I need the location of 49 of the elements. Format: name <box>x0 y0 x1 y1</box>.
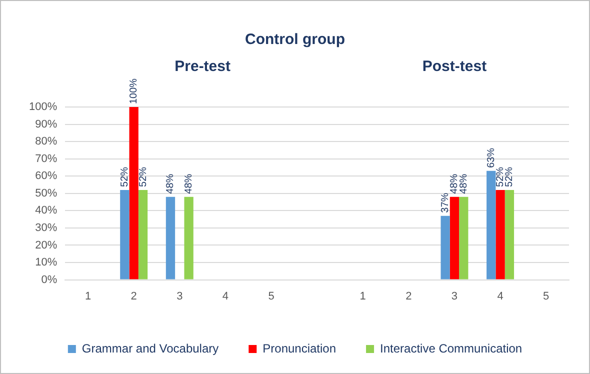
x-tick-label: 3 <box>451 290 458 302</box>
data-label: 48% <box>165 174 176 194</box>
bar <box>450 196 460 280</box>
y-tick-label: 0% <box>41 274 58 286</box>
bar <box>504 190 514 280</box>
y-tick-label: 60% <box>35 170 58 182</box>
bar <box>184 196 194 280</box>
data-label: 48% <box>449 174 460 194</box>
text: Post-test <box>422 58 487 76</box>
data-label: 100% <box>128 78 140 104</box>
y-tick-label: 30% <box>35 222 58 234</box>
bar <box>486 170 496 280</box>
y-tick-label: 20% <box>35 239 58 252</box>
bar <box>138 190 148 280</box>
x-tick-label: 2 <box>406 290 412 302</box>
y-tick-label: 100% <box>28 101 58 114</box>
y-tick-label: 10% <box>35 256 58 269</box>
legend-label: Interactive Communication <box>380 341 522 356</box>
bar <box>120 190 130 280</box>
data-label: 48% <box>458 174 470 194</box>
y-tick-label: 70% <box>35 152 58 165</box>
x-tick-label: 4 <box>222 290 229 302</box>
data-label: 37% <box>440 192 452 213</box>
bar <box>129 107 138 280</box>
data-label: 52% <box>504 166 516 187</box>
data-label: 52% <box>119 166 130 187</box>
chart-title: Control group <box>245 31 345 48</box>
x-tick-label: 1 <box>84 290 92 302</box>
legend-label: Pronunciation <box>262 341 336 356</box>
x-tick-label: 5 <box>268 290 274 302</box>
bar <box>166 196 176 280</box>
y-tick-label: 50% <box>35 187 58 200</box>
x-tick-label: 5 <box>543 290 550 302</box>
x-tick-label: 1 <box>360 290 366 302</box>
text: Pre-test <box>174 58 230 76</box>
bar <box>496 190 505 280</box>
data-label: 52% <box>495 166 506 187</box>
y-tick-label: 80% <box>35 136 58 148</box>
x-tick-label: 2 <box>130 290 137 302</box>
data-label: 48% <box>184 174 195 194</box>
y-tick-label: 90% <box>35 118 58 130</box>
bar <box>440 216 450 280</box>
legend-label: Grammar and Vocabulary <box>82 341 219 356</box>
data-label: 52% <box>138 166 149 187</box>
data-label: 63% <box>486 148 497 168</box>
x-tick-label: 4 <box>497 290 504 302</box>
x-tick-label: 3 <box>176 290 183 302</box>
y-tick-label: 40% <box>35 204 58 217</box>
bar <box>459 196 468 280</box>
